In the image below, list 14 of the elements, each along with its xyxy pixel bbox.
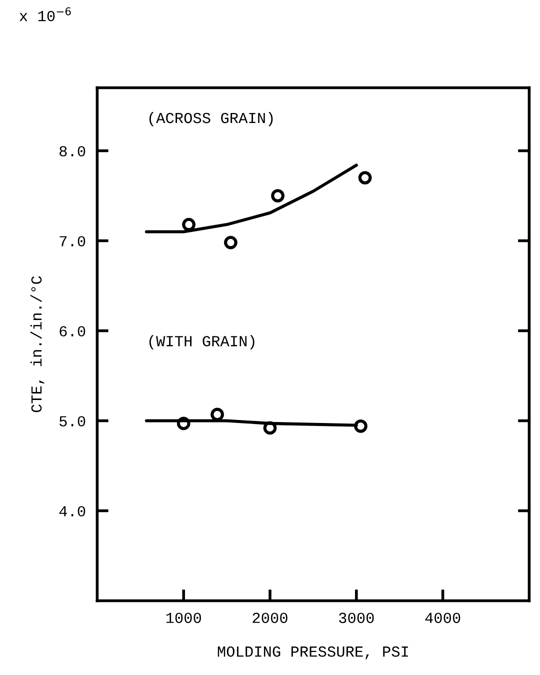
y-tick-label: 8.0 — [60, 146, 86, 156]
text: x 10$^{−6}$ — [20, 7, 71, 22]
annotation: (WITH GRAIN) — [149, 335, 254, 350]
x-tick-label: 3000 — [339, 612, 374, 624]
annotation: (ACROSS GRAIN) — [149, 112, 273, 126]
y-tick-label: 5.0 — [60, 416, 86, 426]
x-tick-label: 1000 — [166, 612, 201, 624]
x-axis-title: MOLDING PRESSURE, PSI — [218, 646, 408, 660]
x-tick-label: 2000 — [252, 612, 288, 624]
y-tick-label: 6.0 — [60, 326, 86, 336]
y-tick-label: 7.0 — [60, 236, 86, 246]
x-tick-label: 4000 — [425, 612, 460, 624]
y-axis-title: CTE, in./in./°C — [30, 276, 44, 412]
y-tick-label: 4.0 — [59, 506, 86, 516]
